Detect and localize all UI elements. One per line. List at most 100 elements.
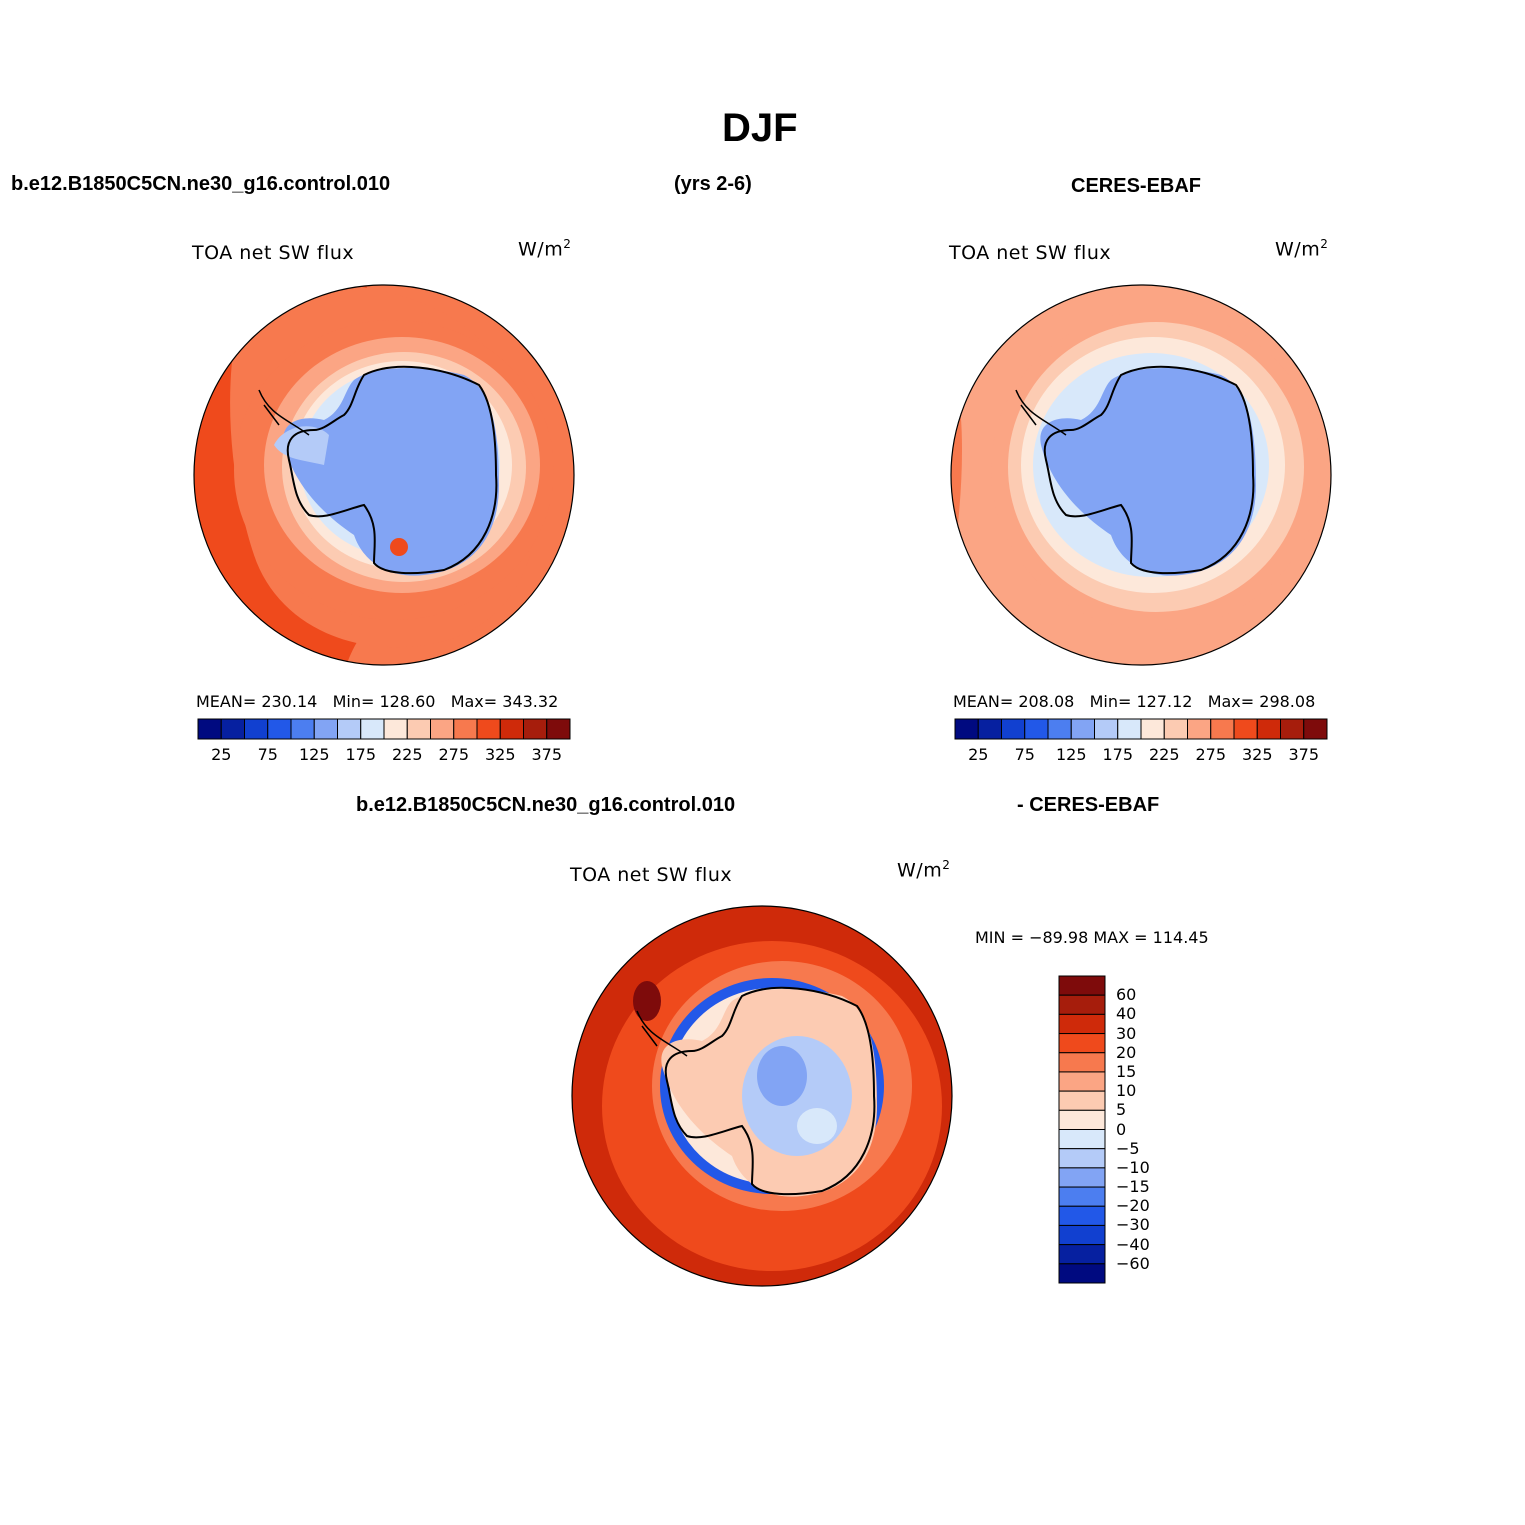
colorbar-swatch <box>1058 1224 1106 1246</box>
colorbar-swatch <box>383 718 408 740</box>
panel1-field-title: TOA net SW flux <box>192 242 355 264</box>
colorbar-swatch <box>1024 718 1049 740</box>
colorbar-swatch <box>337 718 362 740</box>
colorbar-swatch <box>360 718 385 740</box>
colorbar-swatch <box>1058 1090 1106 1111</box>
colorbar-tick-label: 175 <box>345 745 377 764</box>
panel2-map <box>950 284 1332 666</box>
colorbar-swatch <box>1303 718 1328 740</box>
colorbar-swatch <box>1187 718 1212 740</box>
panel3-field-title: TOA net SW flux <box>570 864 733 886</box>
colorbar-tick-label: 225 <box>1148 745 1180 764</box>
colorbar-swatch <box>1058 1205 1106 1226</box>
colorbar-swatch <box>1058 1013 1106 1035</box>
colorbar-swatch <box>1058 1071 1106 1092</box>
diff-case-header: b.e12.B1850C5CN.ne30_g16.control.010 <box>356 794 736 816</box>
panel2-stats: MEAN= 208.08 Min= 127.12 Max= 298.08 <box>953 692 1316 711</box>
colorbar-tick-label: −10 <box>1116 1157 1150 1177</box>
colorbar-swatch <box>476 718 501 740</box>
colorbar-swatch <box>220 718 245 740</box>
colorbar-tick-label: 10 <box>1116 1081 1137 1101</box>
panel1-units-exp: 2 <box>563 237 572 251</box>
colorbar-tick-label: 375 <box>1288 745 1320 764</box>
panel2-units-exp: 2 <box>1320 237 1329 251</box>
colorbar-tick-label: 125 <box>1055 745 1087 764</box>
panel1-units: W/m2 <box>518 237 571 260</box>
colorbar-swatch <box>1058 994 1106 1015</box>
colorbar-tick-label: −15 <box>1116 1177 1150 1197</box>
colorbar-swatch <box>1058 1052 1106 1073</box>
colorbar-tick-label: −30 <box>1116 1215 1150 1235</box>
colorbar-tick-label: 15 <box>1116 1061 1137 1081</box>
colorbar-swatch <box>290 718 315 740</box>
colorbar-tick-label: −20 <box>1116 1196 1150 1216</box>
colorbar-swatch <box>499 718 524 740</box>
colorbar-swatch <box>453 718 478 740</box>
colorbar-swatch <box>1001 718 1026 740</box>
colorbar-tick-label: 225 <box>391 745 423 764</box>
colorbar-swatch <box>1058 1167 1106 1188</box>
years-header: (yrs 2-6) <box>674 173 752 195</box>
colorbar-swatch <box>1256 718 1281 740</box>
panel3-stats: MIN = −89.98 MAX = 114.45 <box>975 928 1209 947</box>
colorbar-swatch <box>1058 1148 1106 1169</box>
colorbar-tick-label: 375 <box>531 745 563 764</box>
colorbar-tick-label: 20 <box>1116 1042 1137 1062</box>
colorbar-swatch <box>1047 718 1072 740</box>
panel2-units-base: W/m <box>1275 238 1321 261</box>
colorbar-tick-label: 0 <box>1116 1119 1127 1139</box>
obs-name-header: CERES-EBAF <box>1071 175 1202 197</box>
colorbar-swatch <box>1058 1033 1106 1054</box>
colorbar-swatch <box>244 718 269 740</box>
colorbar-swatch <box>313 718 338 740</box>
colorbar-swatch <box>267 718 292 740</box>
colorbar-tick-label: 40 <box>1116 1004 1137 1024</box>
colorbar-swatch <box>1070 718 1095 740</box>
colorbar-tick-label: 5 <box>1116 1100 1127 1120</box>
panel3-units: W/m2 <box>897 858 950 881</box>
colorbar-tick-label: 75 <box>257 745 278 764</box>
colorbar-tick-label: −40 <box>1116 1234 1150 1254</box>
panel2-units: W/m2 <box>1275 237 1328 260</box>
colorbar-tick-label: 25 <box>211 745 232 764</box>
colorbar-tick-label: −5 <box>1116 1138 1140 1158</box>
colorbar-tick-label: 275 <box>438 745 470 764</box>
panel3-units-exp: 2 <box>942 858 951 872</box>
main-title: DJF <box>722 106 798 150</box>
panel2-colorbar <box>954 718 1328 740</box>
panel2-field-title: TOA net SW flux <box>949 242 1112 264</box>
colorbar-swatch <box>523 718 548 740</box>
colorbar-swatch <box>1058 1129 1106 1150</box>
colorbar-swatch <box>1058 1186 1106 1207</box>
colorbar-swatch <box>406 718 431 740</box>
colorbar-tick-label: 275 <box>1195 745 1227 764</box>
colorbar-swatch <box>1210 718 1235 740</box>
panel1-units-base: W/m <box>518 238 564 261</box>
colorbar-tick-label: 325 <box>1241 745 1273 764</box>
colorbar-tick-label: 60 <box>1116 985 1137 1005</box>
colorbar-tick-label: 75 <box>1014 745 1035 764</box>
colorbar-swatch <box>1058 1244 1106 1265</box>
panel3-units-base: W/m <box>897 859 943 882</box>
panel3-map <box>571 905 953 1287</box>
colorbar-swatch <box>1163 718 1188 740</box>
colorbar-swatch <box>1094 718 1119 740</box>
colorbar-swatch <box>1233 718 1258 740</box>
colorbar-swatch <box>1058 1109 1106 1130</box>
colorbar-swatch <box>546 718 571 740</box>
colorbar-swatch <box>1280 718 1305 740</box>
case-name-header: b.e12.B1850C5CN.ne30_g16.control.010 <box>11 173 391 195</box>
panel3-colorbar <box>1058 975 1106 1284</box>
colorbar-swatch <box>977 718 1002 740</box>
colorbar-swatch <box>1058 1263 1106 1284</box>
panel1-colorbar <box>197 718 571 740</box>
colorbar-swatch <box>1058 975 1106 996</box>
colorbar-tick-label: 125 <box>298 745 330 764</box>
colorbar-swatch <box>430 718 455 740</box>
panel3-colorbar-ticks: 60 40 30 20 15 10 5 0 −5 −10 −15 −20 −30 −40 −60 <box>1110 976 1170 1283</box>
colorbar-tick-label: −60 <box>1116 1253 1150 1273</box>
colorbar-swatch <box>1140 718 1165 740</box>
colorbar-tick-label: 25 <box>968 745 989 764</box>
panel1-stats: MEAN= 230.14 Min= 128.60 Max= 343.32 <box>196 692 559 711</box>
colorbar-tick-label: 30 <box>1116 1023 1137 1043</box>
